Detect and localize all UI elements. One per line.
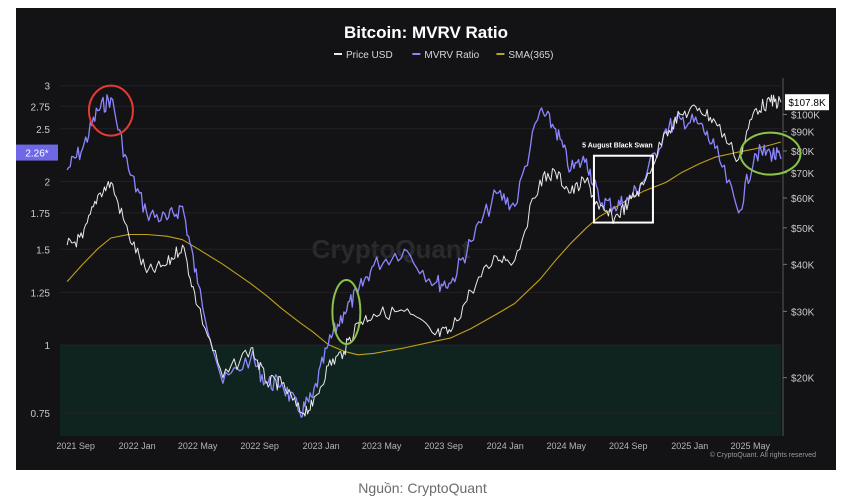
breakout-circle — [331, 279, 362, 346]
x-tick: 2023 Jan — [303, 441, 340, 451]
y-left-tick: 0.75 — [31, 409, 51, 420]
black-swan-box — [592, 154, 654, 224]
current-circle — [739, 131, 802, 176]
current-price-badge — [785, 94, 829, 111]
y-right-tick: $80K — [791, 147, 815, 158]
x-tick: 2022 Jan — [119, 441, 156, 451]
y-left-tick: 1.5 — [36, 245, 50, 256]
price-line — [66, 94, 782, 417]
current-mvrv-badge — [16, 144, 58, 161]
x-tick: 2024 Jan — [487, 441, 524, 451]
y-left-tick: 2 — [44, 177, 50, 188]
mvrv-chart: Bitcoin: MVRV Ratio Price USD MVRV Ratio S… — [16, 23, 829, 459]
x-tick: 2025 Jan — [671, 441, 708, 451]
y-right-tick: $50K — [791, 224, 815, 235]
y-right-tick: $40K — [791, 260, 815, 271]
x-tick: 2022 May — [178, 441, 218, 451]
x-tick: 2023 Sep — [424, 441, 463, 451]
y-right-tick: $20K — [791, 374, 815, 385]
y-left-tick: 1.75 — [31, 209, 51, 220]
legend-item: MVRV Ratio — [424, 50, 479, 61]
x-tick: 2023 May — [362, 441, 402, 451]
y-right-tick: $60K — [791, 194, 815, 205]
current-mvrv-label: 2.26* — [25, 149, 48, 160]
x-tick: 2024 May — [546, 441, 586, 451]
current-price-label: $107.8K — [788, 98, 826, 109]
x-tick: 2025 May — [730, 441, 770, 451]
x-tick: 2024 Sep — [609, 441, 648, 451]
figure-caption: Nguồn: CryptoQuant — [358, 480, 487, 496]
chart-panel: Bitcoin: MVRV Ratio Price USD MVRV Ratio S… — [16, 8, 836, 470]
y-left-tick: 2.5 — [36, 125, 50, 136]
y-right-tick: $30K — [791, 307, 815, 318]
x-tick: 2022 Sep — [240, 441, 279, 451]
chart-legend: Price USD MVRV Ratio SMA(365) — [334, 50, 553, 61]
undervalued-zone — [60, 344, 781, 436]
legend-item: SMA(365) — [508, 50, 553, 61]
y-left-tick: 2.75 — [31, 102, 51, 113]
y-left-tick: 3 — [44, 82, 50, 93]
legend-item: Price USD — [346, 50, 393, 61]
x-tick: 2021 Sep — [56, 441, 95, 451]
chart-title: Bitcoin: MVRV Ratio — [344, 23, 508, 42]
black-swan-label: 5 August Black Swan — [582, 143, 653, 150]
y-left-tick: 1 — [44, 341, 50, 352]
y-right-tick: $70K — [791, 169, 815, 180]
peak-circle — [87, 84, 134, 137]
y-left-tick: 1.25 — [31, 288, 51, 299]
sma-line — [66, 141, 782, 356]
y-right-tick: $100K — [791, 110, 820, 121]
mvrv-line — [66, 94, 782, 418]
y-right-tick: $90K — [791, 128, 815, 139]
credit-text: © CryptoQuant. All rights reserved — [710, 451, 816, 459]
